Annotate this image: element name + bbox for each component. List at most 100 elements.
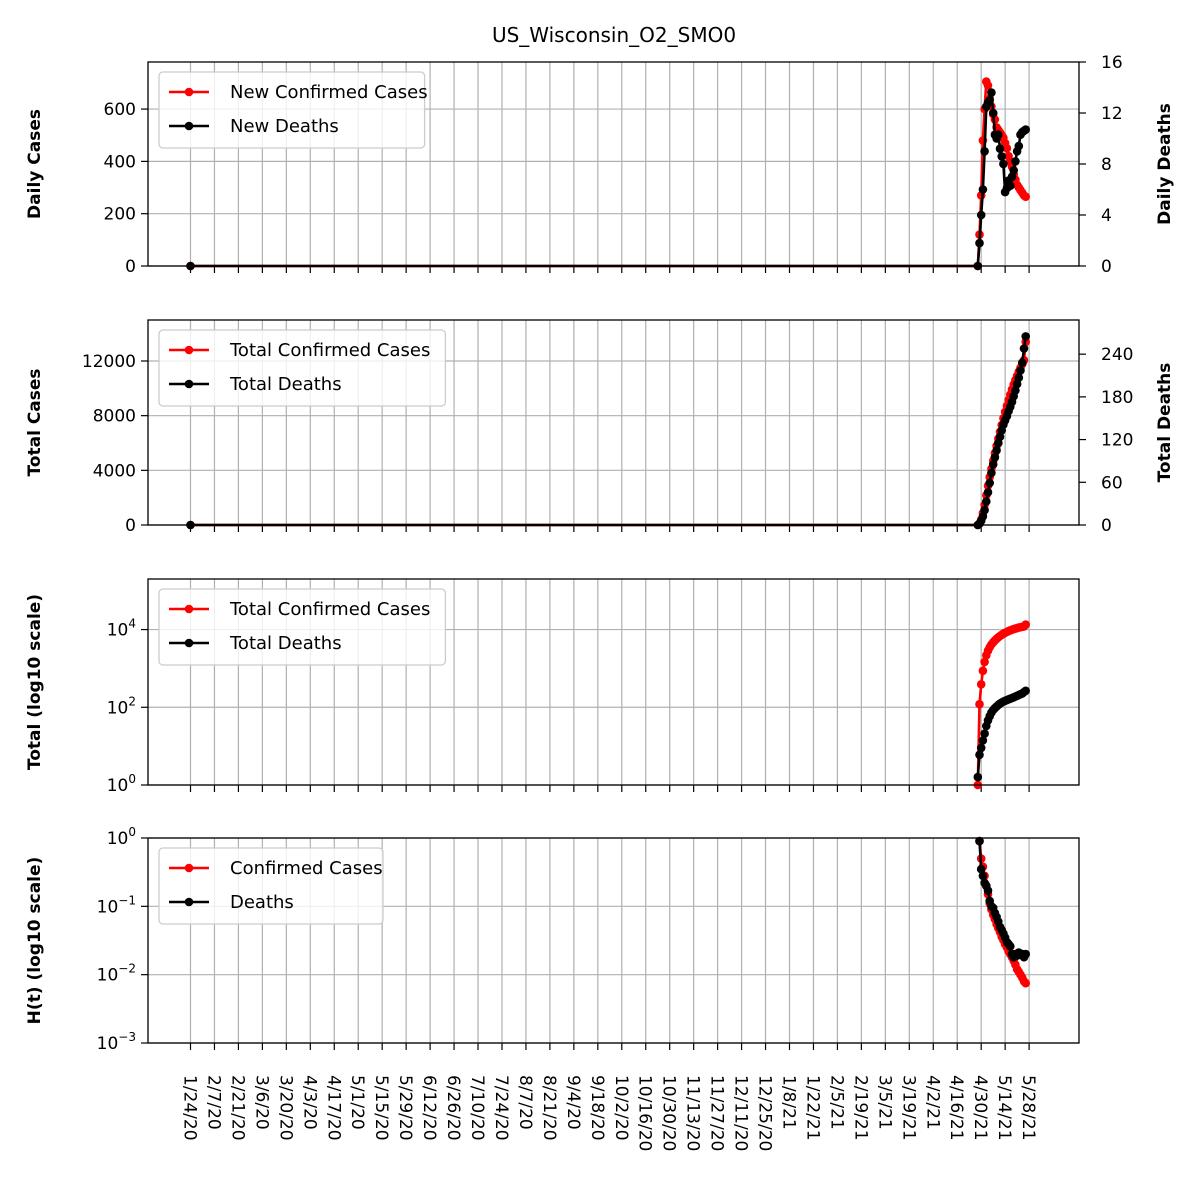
legend — [158, 329, 447, 407]
data-point — [1009, 166, 1018, 175]
data-point — [1014, 141, 1024, 151]
y-tick-label: 10−2 — [97, 962, 136, 986]
x-tick-label: 9/18/20 — [587, 1075, 607, 1141]
y-axis-label: Total Cases — [25, 368, 45, 476]
legend-marker — [184, 897, 194, 907]
data-point — [1002, 144, 1012, 153]
panel-4: H(t) (log10 scale) Confirmed Cases Deaths — [25, 836, 1080, 1050]
x-tick-label: 10/16/20 — [635, 1075, 655, 1151]
y-tick-label: 100 — [107, 825, 136, 849]
y-right-tick-label: 0 — [1101, 516, 1112, 536]
x-tick-label: 4/17/20 — [323, 1075, 343, 1141]
x-tick-label: 3/6/20 — [251, 1075, 271, 1130]
data-point — [980, 505, 989, 515]
x-tick-label: 12/11/20 — [731, 1075, 751, 1151]
x-tick-label: 5/29/20 — [395, 1075, 415, 1141]
data-point — [985, 96, 994, 105]
legend-label: Total Confirmed Cases — [229, 340, 430, 361]
data-point — [975, 238, 984, 248]
data-point — [975, 699, 984, 709]
series-line — [978, 840, 1027, 985]
data-point — [992, 446, 1001, 455]
y-right-tick-label: 12 — [1101, 104, 1123, 124]
data-point — [978, 666, 988, 676]
x-tick-label: 2/19/21 — [850, 1075, 870, 1141]
legend-label: New Confirmed Cases — [230, 82, 428, 103]
plot-frame — [147, 837, 1080, 1044]
panel-1: 0 200 400 600 0 4 8 12 16 Daily Cases Daily Deaths… — [25, 53, 1175, 277]
legend-label: Total Deaths — [229, 633, 342, 654]
legend-marker — [184, 121, 194, 131]
plot-frame — [147, 61, 1080, 267]
data-point — [1018, 358, 1027, 368]
y-right-tick-label: 180 — [1101, 388, 1133, 408]
data-point — [983, 81, 993, 90]
data-point — [983, 886, 993, 895]
y-right-tick-label: 120 — [1101, 431, 1133, 451]
x-tick-label: 3/20/20 — [275, 1075, 295, 1141]
legend-label: Total Deaths — [229, 374, 342, 395]
x-tick-label: 10/30/20 — [659, 1075, 679, 1151]
legend-marker — [184, 87, 194, 97]
y-tick-label: 10−3 — [97, 1030, 136, 1054]
x-tick-label: 4/3/20 — [299, 1075, 319, 1130]
data-point — [1021, 978, 1030, 988]
data-point — [973, 772, 983, 782]
x-tick-label: 5/15/20 — [371, 1075, 391, 1141]
data-point — [982, 497, 991, 506]
legend-marker — [184, 345, 194, 355]
data-point — [980, 147, 989, 156]
data-point — [987, 88, 996, 97]
x-tick-label: 5/28/21 — [1018, 1075, 1038, 1141]
data-point — [976, 864, 986, 874]
legend-label: New Deaths — [230, 116, 339, 137]
data-point — [1021, 620, 1030, 629]
x-tick-label: 4/30/21 — [970, 1075, 990, 1141]
data-point — [975, 836, 984, 846]
x-tick-label: 4/16/21 — [946, 1075, 966, 1141]
x-tick-label: 1/24/20 — [180, 1075, 200, 1141]
y-tick-label: 102 — [107, 694, 136, 718]
y-tick-label: 12000 — [82, 352, 136, 372]
x-tick-label: 4/2/21 — [922, 1075, 942, 1130]
y-right-tick-label: 16 — [1101, 53, 1123, 73]
y-tick-label: 200 — [104, 205, 136, 225]
data-point — [983, 488, 993, 497]
y-tick-label: 8000 — [93, 407, 136, 427]
data-point — [1006, 181, 1015, 190]
x-tick-label: 8/7/20 — [515, 1075, 535, 1130]
plot-frame — [147, 578, 1080, 786]
y-tick-label: 4000 — [93, 461, 136, 481]
data-point — [1021, 125, 1030, 134]
panel-2: 0 4000 8000 12000 0 60 120 180 240 Total Cases Tot… — [25, 319, 1175, 536]
data-point — [976, 210, 986, 220]
y-axis-label: Daily Cases — [25, 109, 45, 219]
data-point — [976, 680, 986, 689]
x-tick-label: 3/5/21 — [874, 1075, 894, 1130]
legend-marker — [184, 863, 194, 873]
x-tick-label: 9/4/20 — [563, 1075, 583, 1130]
y-tick-label: 100 — [107, 772, 136, 796]
legend-marker — [184, 604, 194, 614]
legend-marker — [184, 379, 194, 389]
x-tick-label: 6/26/20 — [443, 1075, 463, 1141]
data-point — [988, 108, 998, 118]
x-tick-label: 7/10/20 — [467, 1075, 487, 1141]
data-point — [978, 736, 988, 745]
data-point — [1021, 686, 1030, 696]
data-point — [997, 152, 1006, 161]
x-tick-label: 11/27/20 — [707, 1075, 727, 1151]
x-tick-label: 5/1/20 — [347, 1075, 367, 1130]
y-right-tick-label: 8 — [1101, 155, 1112, 175]
data-point — [1019, 344, 1029, 353]
legend-label: Deaths — [230, 892, 294, 913]
data-point — [985, 478, 994, 488]
x-tick-label: 1/8/21 — [779, 1075, 799, 1130]
data-point — [980, 729, 989, 738]
y-tick-label: 10−1 — [97, 893, 136, 917]
legend — [158, 847, 384, 925]
legend — [158, 588, 447, 666]
x-tick-label: 3/19/21 — [898, 1075, 918, 1141]
data-point — [1021, 192, 1030, 201]
